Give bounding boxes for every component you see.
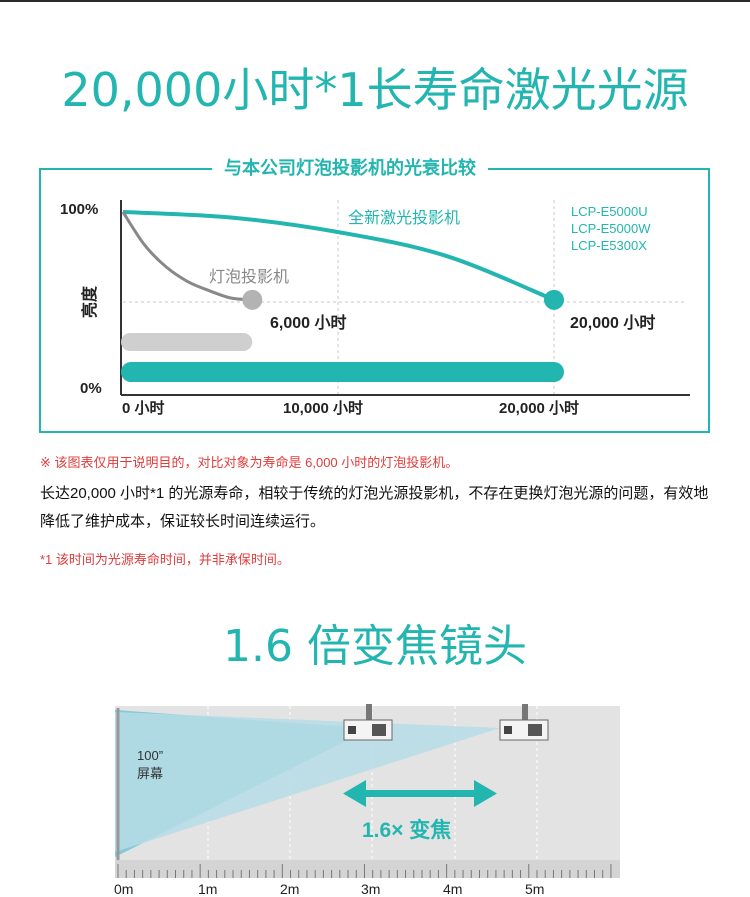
- screen-size-label: 100”: [137, 748, 163, 763]
- distance-label-1m: 1m: [198, 881, 217, 897]
- zoom-label: 1.6× 变焦: [362, 818, 451, 842]
- lamp-end-label: 6,000 小时: [270, 314, 347, 332]
- zoom-section-title: 1.6 倍变焦镜头: [223, 621, 527, 672]
- beam-far: [115, 712, 500, 852]
- distance-label-5m: 5m: [525, 881, 544, 897]
- model-3: LCP-E5300X: [571, 238, 647, 253]
- distance-label-0m: 0m: [114, 881, 133, 897]
- y-tick-100: 100%: [60, 201, 98, 218]
- y-tick-0: 0%: [80, 380, 102, 397]
- x-tick-10000: 10,000 小时: [283, 400, 363, 417]
- laser-end-label: 20,000 小时: [570, 314, 655, 332]
- x-tick-0: 0 小时: [122, 400, 165, 417]
- model-1: LCP-E5000U: [571, 204, 648, 219]
- lamp-lifetime-bar: [121, 333, 253, 351]
- brightness-chart: 100% 0% 亮度 0 小时 10,000 小时 20,000 小时 全新激光…: [60, 200, 690, 417]
- model-2: LCP-E5000W: [571, 221, 651, 236]
- chart-title: 与本公司灯泡投影机的光衰比较: [212, 155, 488, 181]
- distance-label-3m: 3m: [361, 881, 380, 897]
- lamp-end-point: [242, 289, 263, 310]
- description-text: 长达20,000 小时*1 的光源寿命，相较于传统的灯泡光源投影机，不存在更换灯…: [40, 485, 709, 530]
- zoom-range-arrow: [343, 780, 497, 807]
- distance-ruler: [115, 860, 620, 878]
- lamp-series-label: 灯泡投影机: [209, 268, 289, 286]
- chart-note: ※ 该图表仅用于说明目的，对比对象为寿命是 6,000 小时的灯泡投影机。: [40, 455, 459, 470]
- lamp-brightness-line: [121, 211, 253, 302]
- laser-end-point: [544, 289, 564, 310]
- projector-far: [499, 704, 549, 741]
- y-axis-label: 亮度: [80, 285, 99, 318]
- x-tick-20000: 20,000 小时: [499, 400, 579, 417]
- screen-label: 屏幕: [137, 766, 163, 781]
- page-title: 20,000小时*1长寿命激光光源: [61, 63, 689, 117]
- top-border: [0, 0, 750, 2]
- laser-series-label: 全新激光投影机: [348, 209, 460, 227]
- zoom-diagram: 1.6× 变焦 100” 屏幕 0m 1m 2m 3m 4m 5m: [114, 704, 620, 897]
- laser-brightness-line: [122, 210, 555, 302]
- distance-label-4m: 4m: [443, 881, 462, 897]
- projector-near: [343, 704, 393, 741]
- laser-lifetime-bar: [121, 362, 564, 382]
- footnote: *1 该时间为光源寿命时间，并非承保时间。: [40, 552, 290, 567]
- distance-label-2m: 2m: [280, 881, 299, 897]
